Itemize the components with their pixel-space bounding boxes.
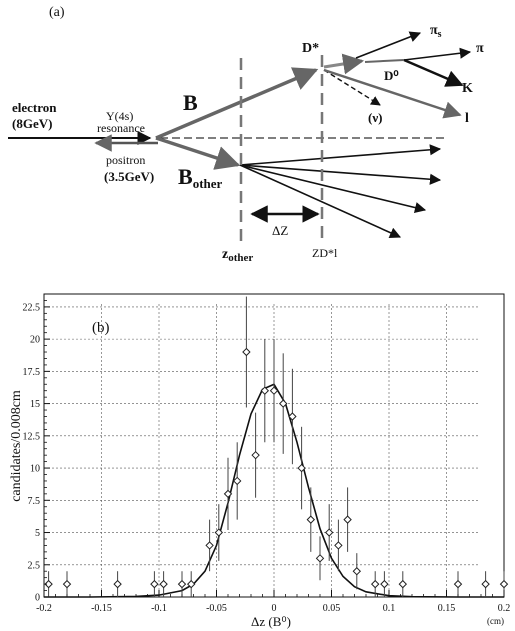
d0-pi-track — [403, 47, 472, 61]
b-other-track-4 — [239, 164, 402, 238]
data-point — [159, 579, 168, 589]
b-other-track-1 — [239, 144, 442, 166]
data-point — [269, 386, 279, 395]
pi-label: π — [476, 41, 484, 56]
fit-curve — [44, 383, 504, 598]
pi-s-label: πs — [430, 23, 442, 40]
y-tick-label: 0 — [35, 593, 40, 604]
data-point — [260, 386, 270, 395]
data-point — [352, 567, 362, 576]
data-point — [113, 579, 122, 589]
plot-frame — [43, 293, 505, 598]
k-label: K — [462, 81, 473, 96]
lepton-track — [323, 68, 462, 119]
d-star-label: D* — [302, 41, 319, 56]
data-point — [223, 489, 233, 499]
data-point — [205, 541, 214, 550]
b-label: B — [183, 90, 198, 115]
d0-k-track — [403, 58, 464, 87]
x-tick-label: -0.1 — [151, 603, 167, 614]
x-tick-label: 0.05 — [323, 603, 341, 614]
panel-label-b: (b) — [92, 320, 110, 336]
y-tick-label: 10 — [30, 464, 40, 475]
d0-label: D⁰ — [384, 68, 399, 83]
data-point — [177, 579, 187, 589]
data-point — [370, 579, 380, 589]
d0-flight-arrow — [323, 53, 365, 75]
data-point — [214, 528, 224, 537]
data-point — [398, 579, 408, 589]
neutrino-track — [323, 69, 381, 106]
electron-label: electron — [12, 100, 57, 115]
decay-diagram: (a) electron (8GeV) Υ(4s) resonance posi… — [8, 5, 484, 264]
data-point — [306, 515, 316, 524]
y-tick-label: 15 — [30, 399, 40, 410]
x-tick-label: 0.2 — [498, 603, 511, 614]
y-tick-label: 7.5 — [28, 496, 41, 507]
zdl-label: ZD*l — [312, 246, 338, 260]
b-flight-arrow — [155, 67, 319, 140]
x-tick-label: -0.05 — [206, 603, 227, 614]
data-point — [297, 463, 306, 473]
y-tick-label: 2.5 — [28, 560, 41, 571]
data-point — [481, 579, 490, 589]
y-tick-label: 17.5 — [23, 367, 41, 378]
b-other-track-2 — [239, 164, 442, 185]
panel-label-a: (a) — [49, 5, 65, 20]
data-point — [186, 579, 196, 589]
data-point — [44, 579, 53, 589]
data-point — [343, 515, 352, 524]
b-other-track-3 — [239, 164, 427, 214]
data-point — [324, 528, 334, 537]
x-units-label: (cm) — [487, 616, 504, 626]
data-point — [499, 579, 509, 589]
x-tick-label: 0.1 — [383, 603, 396, 614]
data-point — [278, 399, 288, 408]
electron-energy: (8GeV) — [12, 116, 52, 131]
delta-z-label: ΔZ — [272, 223, 288, 238]
data-point — [334, 541, 343, 550]
x-tick-label: -0.2 — [36, 603, 52, 614]
neutrino-label: (ν) — [368, 110, 382, 125]
y-tick-label: 12.5 — [23, 431, 41, 442]
resonance-label: resonance — [97, 121, 145, 135]
data-point — [315, 554, 325, 563]
y-tick-label: 20 — [30, 335, 40, 346]
data-point — [62, 579, 72, 589]
data-point — [150, 579, 159, 589]
data-point — [242, 347, 251, 357]
x-tick-label: 0 — [272, 603, 277, 614]
data-point — [232, 476, 242, 486]
z-other-label: zother — [222, 247, 253, 264]
data-point — [288, 412, 297, 421]
upsilon-label: Υ(4s) — [106, 109, 133, 123]
x-tick-label: -0.15 — [91, 603, 112, 614]
b-other-label: Bother — [178, 164, 223, 191]
positron-energy: (3.5GeV) — [104, 169, 154, 184]
y-tick-label: 5 — [35, 528, 40, 539]
x-axis-title: Δz (B⁰) — [251, 614, 291, 629]
data-point — [251, 450, 260, 460]
data-point — [380, 579, 389, 589]
y-axis-title: candidates/0.008cm — [9, 390, 24, 502]
pi-s-track — [355, 31, 422, 59]
d0-segment — [364, 59, 405, 63]
lepton-label: l — [465, 111, 469, 126]
data-point — [453, 579, 463, 589]
y-tick-label: 22.5 — [23, 302, 41, 313]
x-tick-label: 0.15 — [438, 603, 456, 614]
b-other-flight-arrow — [155, 136, 241, 170]
positron-label: positron — [106, 153, 145, 167]
